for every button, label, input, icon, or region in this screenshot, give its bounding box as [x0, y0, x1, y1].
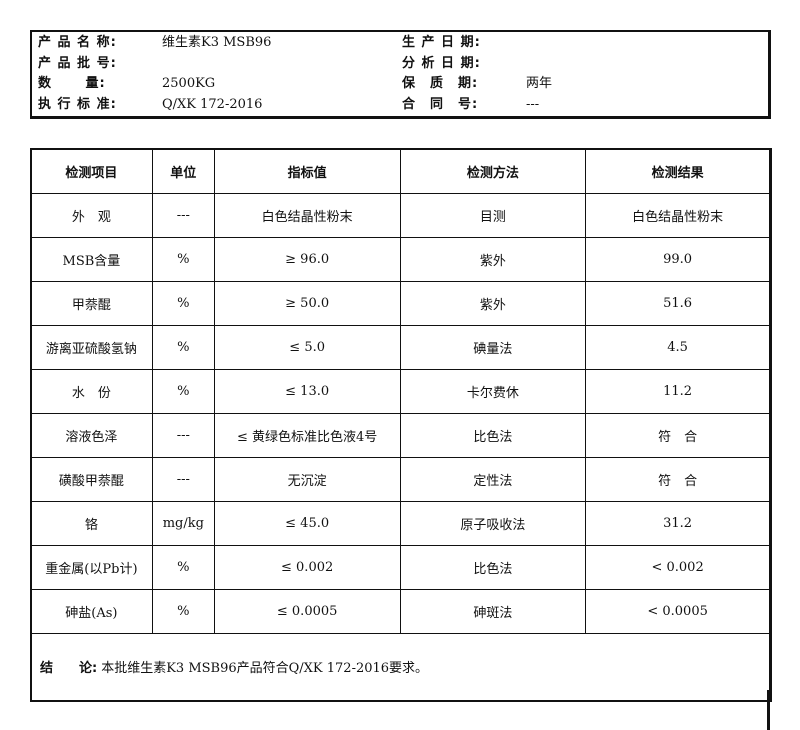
table-cell: 符 合 [585, 457, 770, 502]
table-cell: ≤ 45.0 [213, 501, 401, 546]
table-cell: 白色结晶性粉末 [213, 193, 401, 238]
table-cell: 比色法 [399, 413, 587, 458]
table-cell: ≤ 0.002 [213, 545, 401, 590]
table-cell: 外 观 [30, 193, 153, 238]
field-label: 生 产 日 期: [402, 35, 481, 50]
table-row: 甲萘醌% ≥ 50.0 紫外 51.6 [30, 281, 770, 326]
table-cell: 51.6 [585, 281, 770, 326]
table-row: MSB含量% ≥ 96.0 紫外 99.0 [30, 237, 770, 282]
table-cell: 11.2 [585, 369, 770, 414]
table-cell: 比色法 [399, 545, 587, 590]
table-cell: 砷斑法 [399, 589, 587, 634]
table-cell: % [151, 237, 215, 282]
table-row: 溶液色泽 --- ≤ 黄绿色标准比色液4号 比色法符 合 [30, 413, 770, 458]
table-cell: ≤ 5.0 [213, 325, 401, 370]
table-cell: < 0.0005 [585, 589, 770, 634]
table-cell: % [151, 589, 215, 634]
column-header: 检测结果 [585, 148, 770, 194]
table-cell: 溶液色泽 [30, 413, 153, 458]
table-cell: MSB含量 [30, 237, 153, 282]
column-header: 指标值 [213, 148, 401, 194]
table-cell: ≥ 50.0 [213, 281, 401, 326]
table-row: 水 份% ≤ 13.0 卡尔费休 11.2 [30, 369, 770, 414]
table-cell: < 0.002 [585, 545, 770, 590]
table-cell: 水 份 [30, 369, 153, 414]
table-cell: 铬 [30, 501, 153, 546]
table-cell: 白色结晶性粉末 [585, 193, 770, 238]
table-row: 重金属(以Pb计)% ≤ 0.002 比色法 < 0.002 [30, 545, 770, 590]
product-info-header: 产 品 名 称: 维生素K3 MSB96 产 品 批 号: 数 量: 2500KG 执 行… [30, 30, 771, 119]
table-row: 磺酸甲萘醌 --- 无沉淀 定性法符 合 [30, 457, 770, 502]
table-cell: % [151, 545, 215, 590]
table-cell: --- [151, 193, 215, 238]
field-label: 执 行 标 准: [38, 96, 117, 112]
field-label: 合 同 号: [402, 96, 479, 112]
table-cell: 紫外 [399, 281, 587, 326]
table-cell: 31.2 [585, 501, 770, 546]
table-cell: 原子吸收法 [399, 501, 587, 546]
field-label: 保 质 期: [402, 76, 479, 91]
table-cell: 无沉淀 [213, 457, 401, 502]
table-cell: mg/kg [151, 501, 215, 546]
table-cell: --- [151, 457, 215, 502]
table-cell: 砷盐(As) [30, 589, 153, 634]
table-cell: 碘量法 [399, 325, 587, 370]
table-cell: 重金属(以Pb计) [30, 545, 153, 590]
field-label: 产 品 批 号: [38, 55, 117, 71]
table-cell: 紫外 [399, 237, 587, 282]
table-cell: ≤ 黄绿色标准比色液4号 [213, 413, 401, 458]
table-cell: % [151, 325, 215, 370]
test-results-table: 检测项目 单位 指标值 检测方法 检测结果 外 观 --- 白色结晶性粉末 目测 白色结晶性粉末… [30, 148, 770, 634]
table-cell: ≥ 96.0 [213, 237, 401, 282]
table-cell: 磺酸甲萘醌 [30, 457, 153, 502]
table-cell: --- [151, 413, 215, 458]
table-cell: 卡尔费休 [399, 369, 587, 414]
field-value: --- [526, 96, 540, 112]
table-cell: 4.5 [585, 325, 770, 370]
table-cell: 目测 [399, 193, 587, 238]
field-label: 分 析 日 期: [402, 55, 481, 71]
field-label: 数 量: [38, 76, 106, 91]
table-cell: % [151, 281, 215, 326]
table-row: 游离亚硫酸氢钠% ≤ 5.0 碘量法 4.5 [30, 325, 770, 370]
table-cell: ≤ 0.0005 [213, 589, 401, 634]
field-value: 2500KG [162, 76, 216, 91]
table-cell: ≤ 13.0 [213, 369, 401, 414]
field-label: 产 品 名 称: [38, 35, 117, 50]
conclusion: 结 论: 本批维生素K3 MSB96产品符合Q/XK 172-2016要求。 [40, 657, 428, 676]
table-header-row: 检测项目 单位 指标值 检测方法 检测结果 [30, 148, 770, 194]
table-cell: 甲萘醌 [30, 281, 153, 326]
border-line [767, 690, 770, 730]
conclusion-text: 本批维生素K3 MSB96产品符合Q/XK 172-2016要求。 [101, 661, 429, 676]
conclusion-label: 结 论: [40, 661, 98, 676]
column-header: 检测方法 [399, 148, 587, 194]
table-cell: % [151, 369, 215, 414]
field-value: Q/XK 172-2016 [162, 96, 263, 112]
table-cell: 游离亚硫酸氢钠 [30, 325, 153, 370]
table-row: 砷盐(As)% ≤ 0.0005 砷斑法 < 0.0005 [30, 589, 770, 634]
column-header: 单位 [151, 148, 215, 194]
table-row: 铬 mg/kg ≤ 45.0 原子吸收法 31.2 [30, 501, 770, 546]
field-value: 两年 [526, 76, 553, 91]
table-cell: 符 合 [585, 413, 770, 458]
field-value: 维生素K3 MSB96 [162, 35, 272, 50]
table-row: 外 观 --- 白色结晶性粉末 目测 白色结晶性粉末 [30, 193, 770, 238]
table-cell: 定性法 [399, 457, 587, 502]
column-header: 检测项目 [30, 148, 153, 194]
table-cell: 99.0 [585, 237, 770, 282]
